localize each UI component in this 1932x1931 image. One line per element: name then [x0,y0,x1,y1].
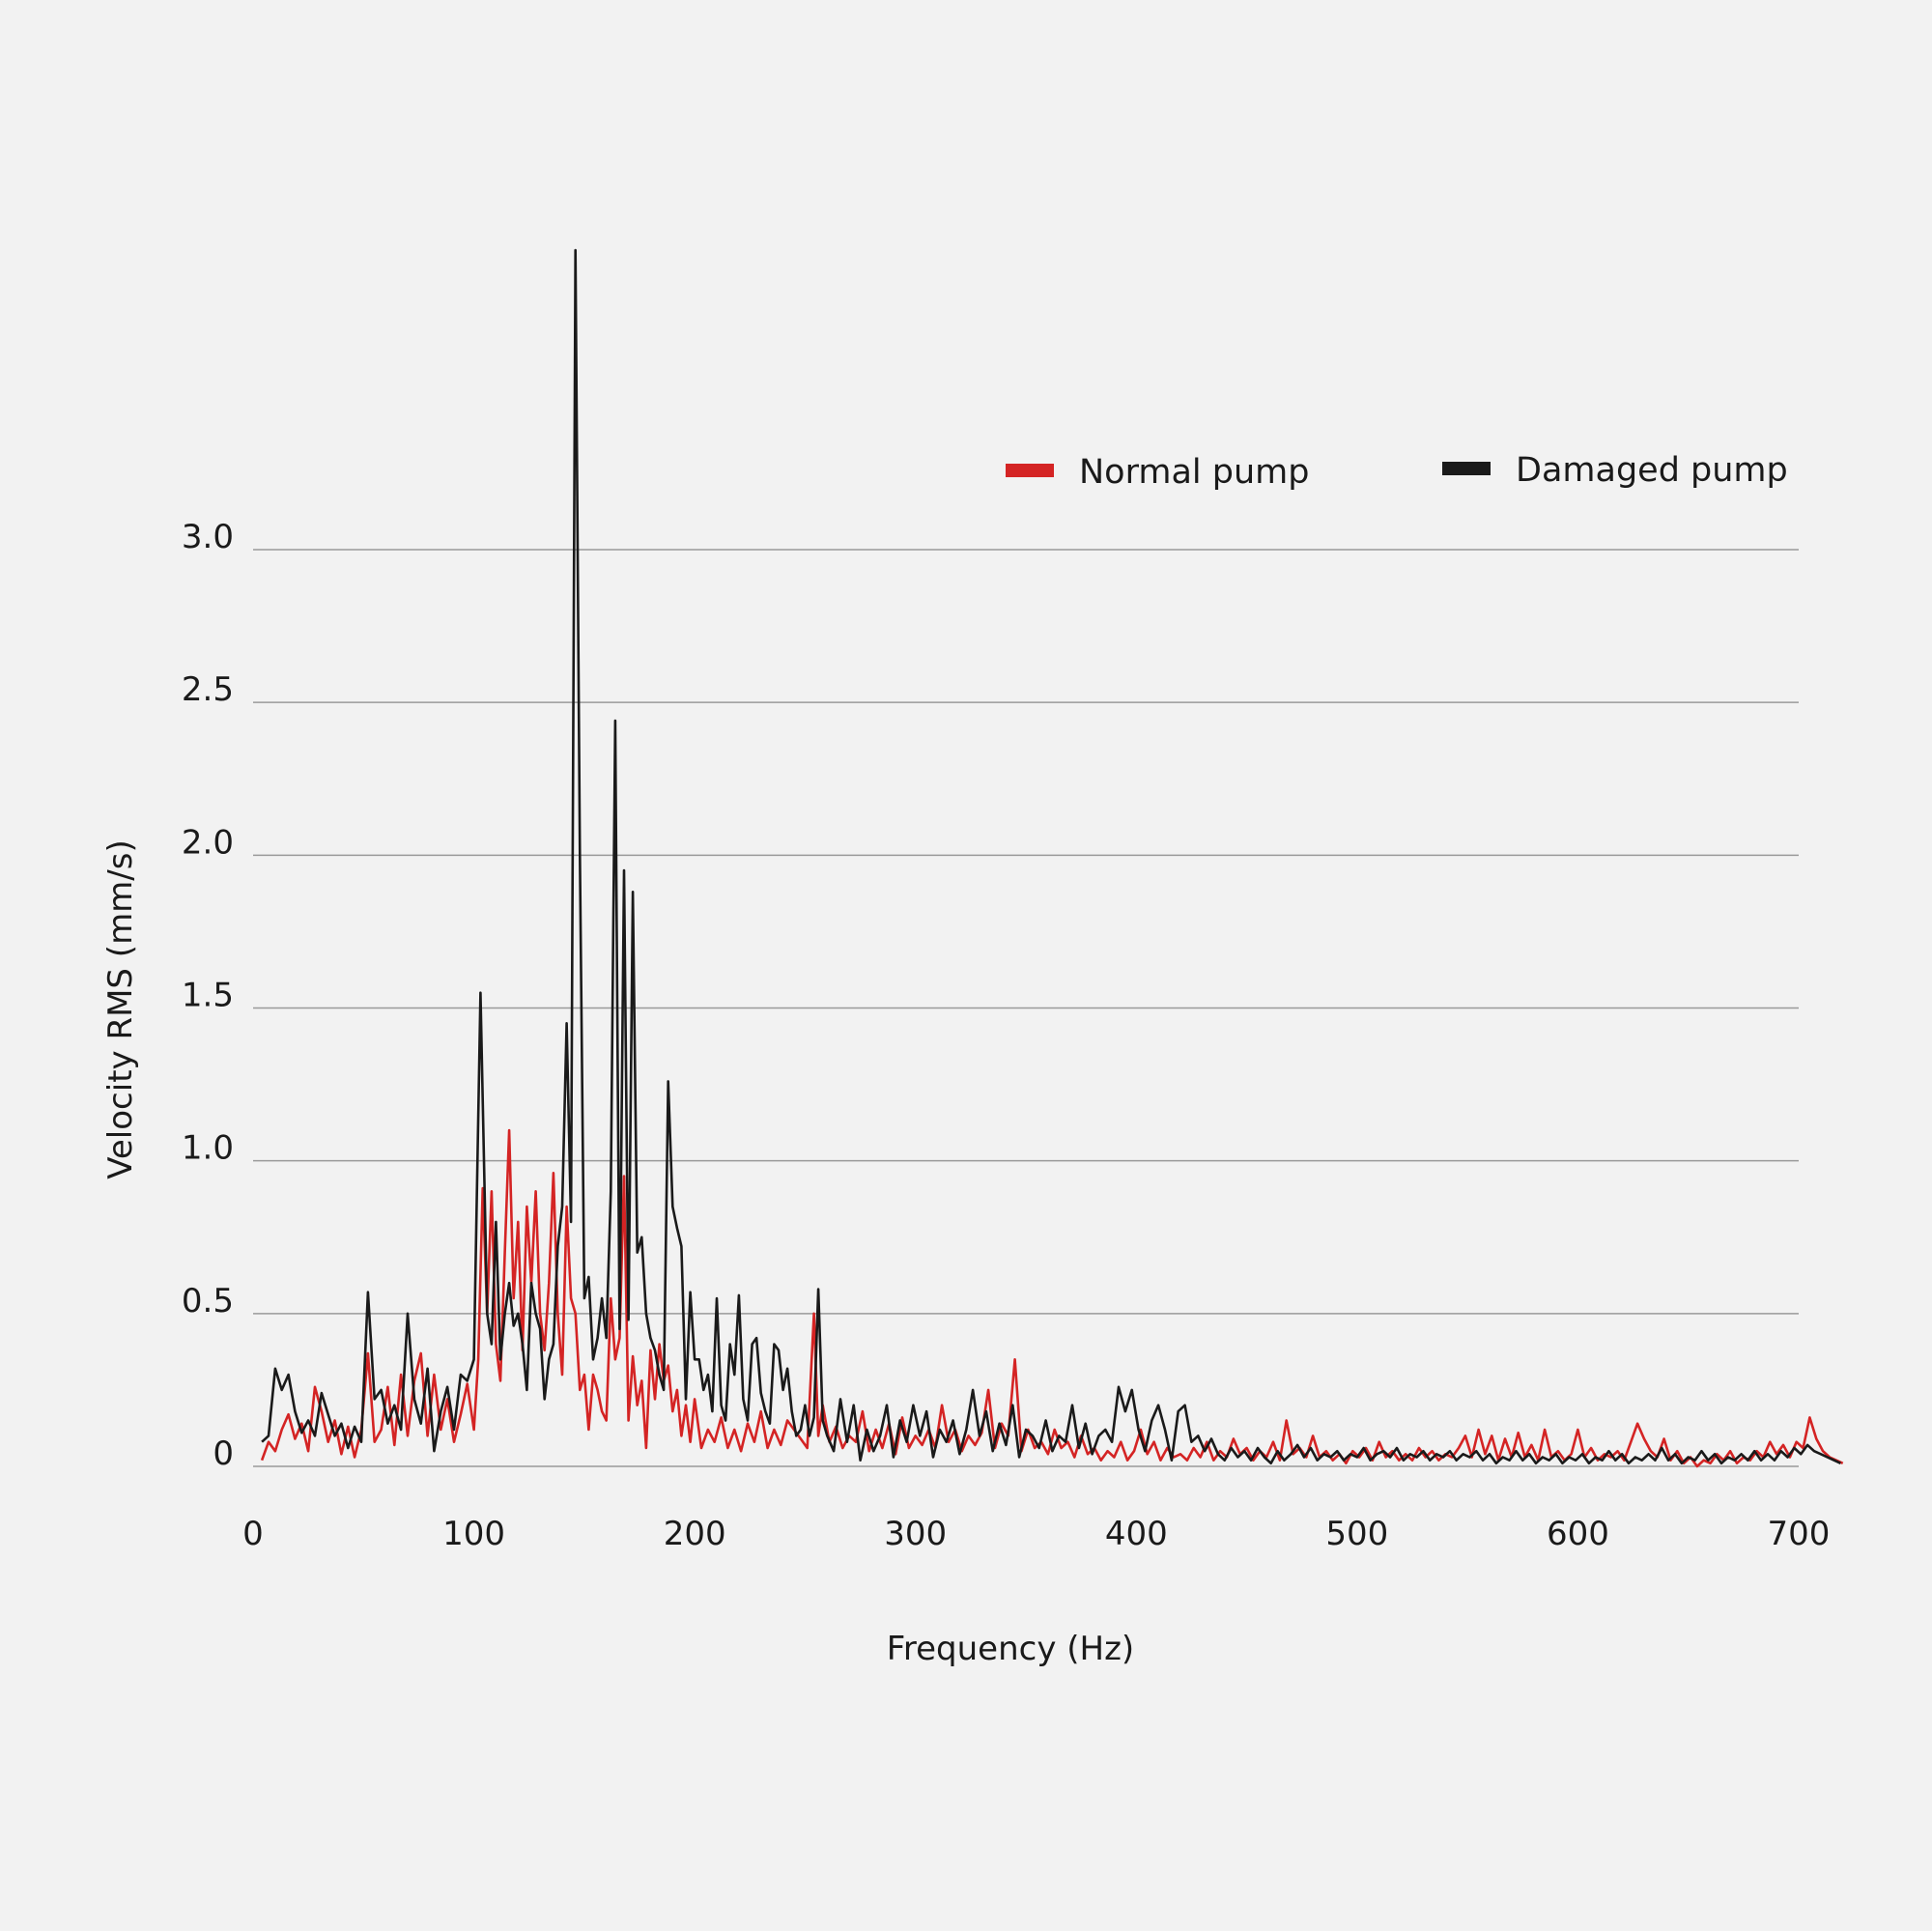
x-tick-label: 0 [242,1515,264,1553]
x-tick-label: 700 [1768,1515,1831,1553]
x-tick-label: 400 [1105,1515,1168,1553]
legend-label-damaged-pump: Damaged pump [1516,451,1788,490]
y-tick-label: 0 [213,1434,234,1473]
plot-area [260,248,1844,1468]
x-tick-label: 100 [442,1515,505,1553]
y-tick-label: 1.0 [182,1129,234,1168]
legend: Normal pump Damaged pump [1006,451,1788,492]
legend-entry-damaged-pump: Damaged pump [1442,451,1788,490]
x-axis-ticks: 0 100 200 300 400 500 600 700 [242,1515,1830,1553]
y-tick-label: 1.5 [182,977,234,1015]
y-tick-label: 0.5 [182,1282,234,1320]
legend-swatch-normal-pump [1006,464,1054,477]
x-axis-title: Frequency (Hz) [887,1630,1134,1668]
legend-label-normal-pump: Normal pump [1079,453,1309,492]
x-tick-label: 500 [1325,1515,1388,1553]
grid-lines [253,549,1799,1467]
series-line-normal-pump [260,1128,1844,1468]
series-line-damaged-pump [261,248,1841,1465]
x-tick-label: 200 [664,1515,726,1553]
y-axis-ticks: 0 0.5 1.0 1.5 2.0 2.5 3.0 [182,518,234,1473]
y-tick-label: 2.5 [182,670,234,709]
x-tick-label: 600 [1547,1515,1609,1553]
y-tick-label: 3.0 [182,518,234,556]
legend-swatch-damaged-pump [1442,462,1491,475]
x-tick-label: 300 [884,1515,947,1553]
legend-entry-normal-pump: Normal pump [1006,453,1309,492]
y-axis-title: Velocity RMS (mm/s) [101,839,140,1178]
y-tick-label: 2.0 [182,823,234,862]
